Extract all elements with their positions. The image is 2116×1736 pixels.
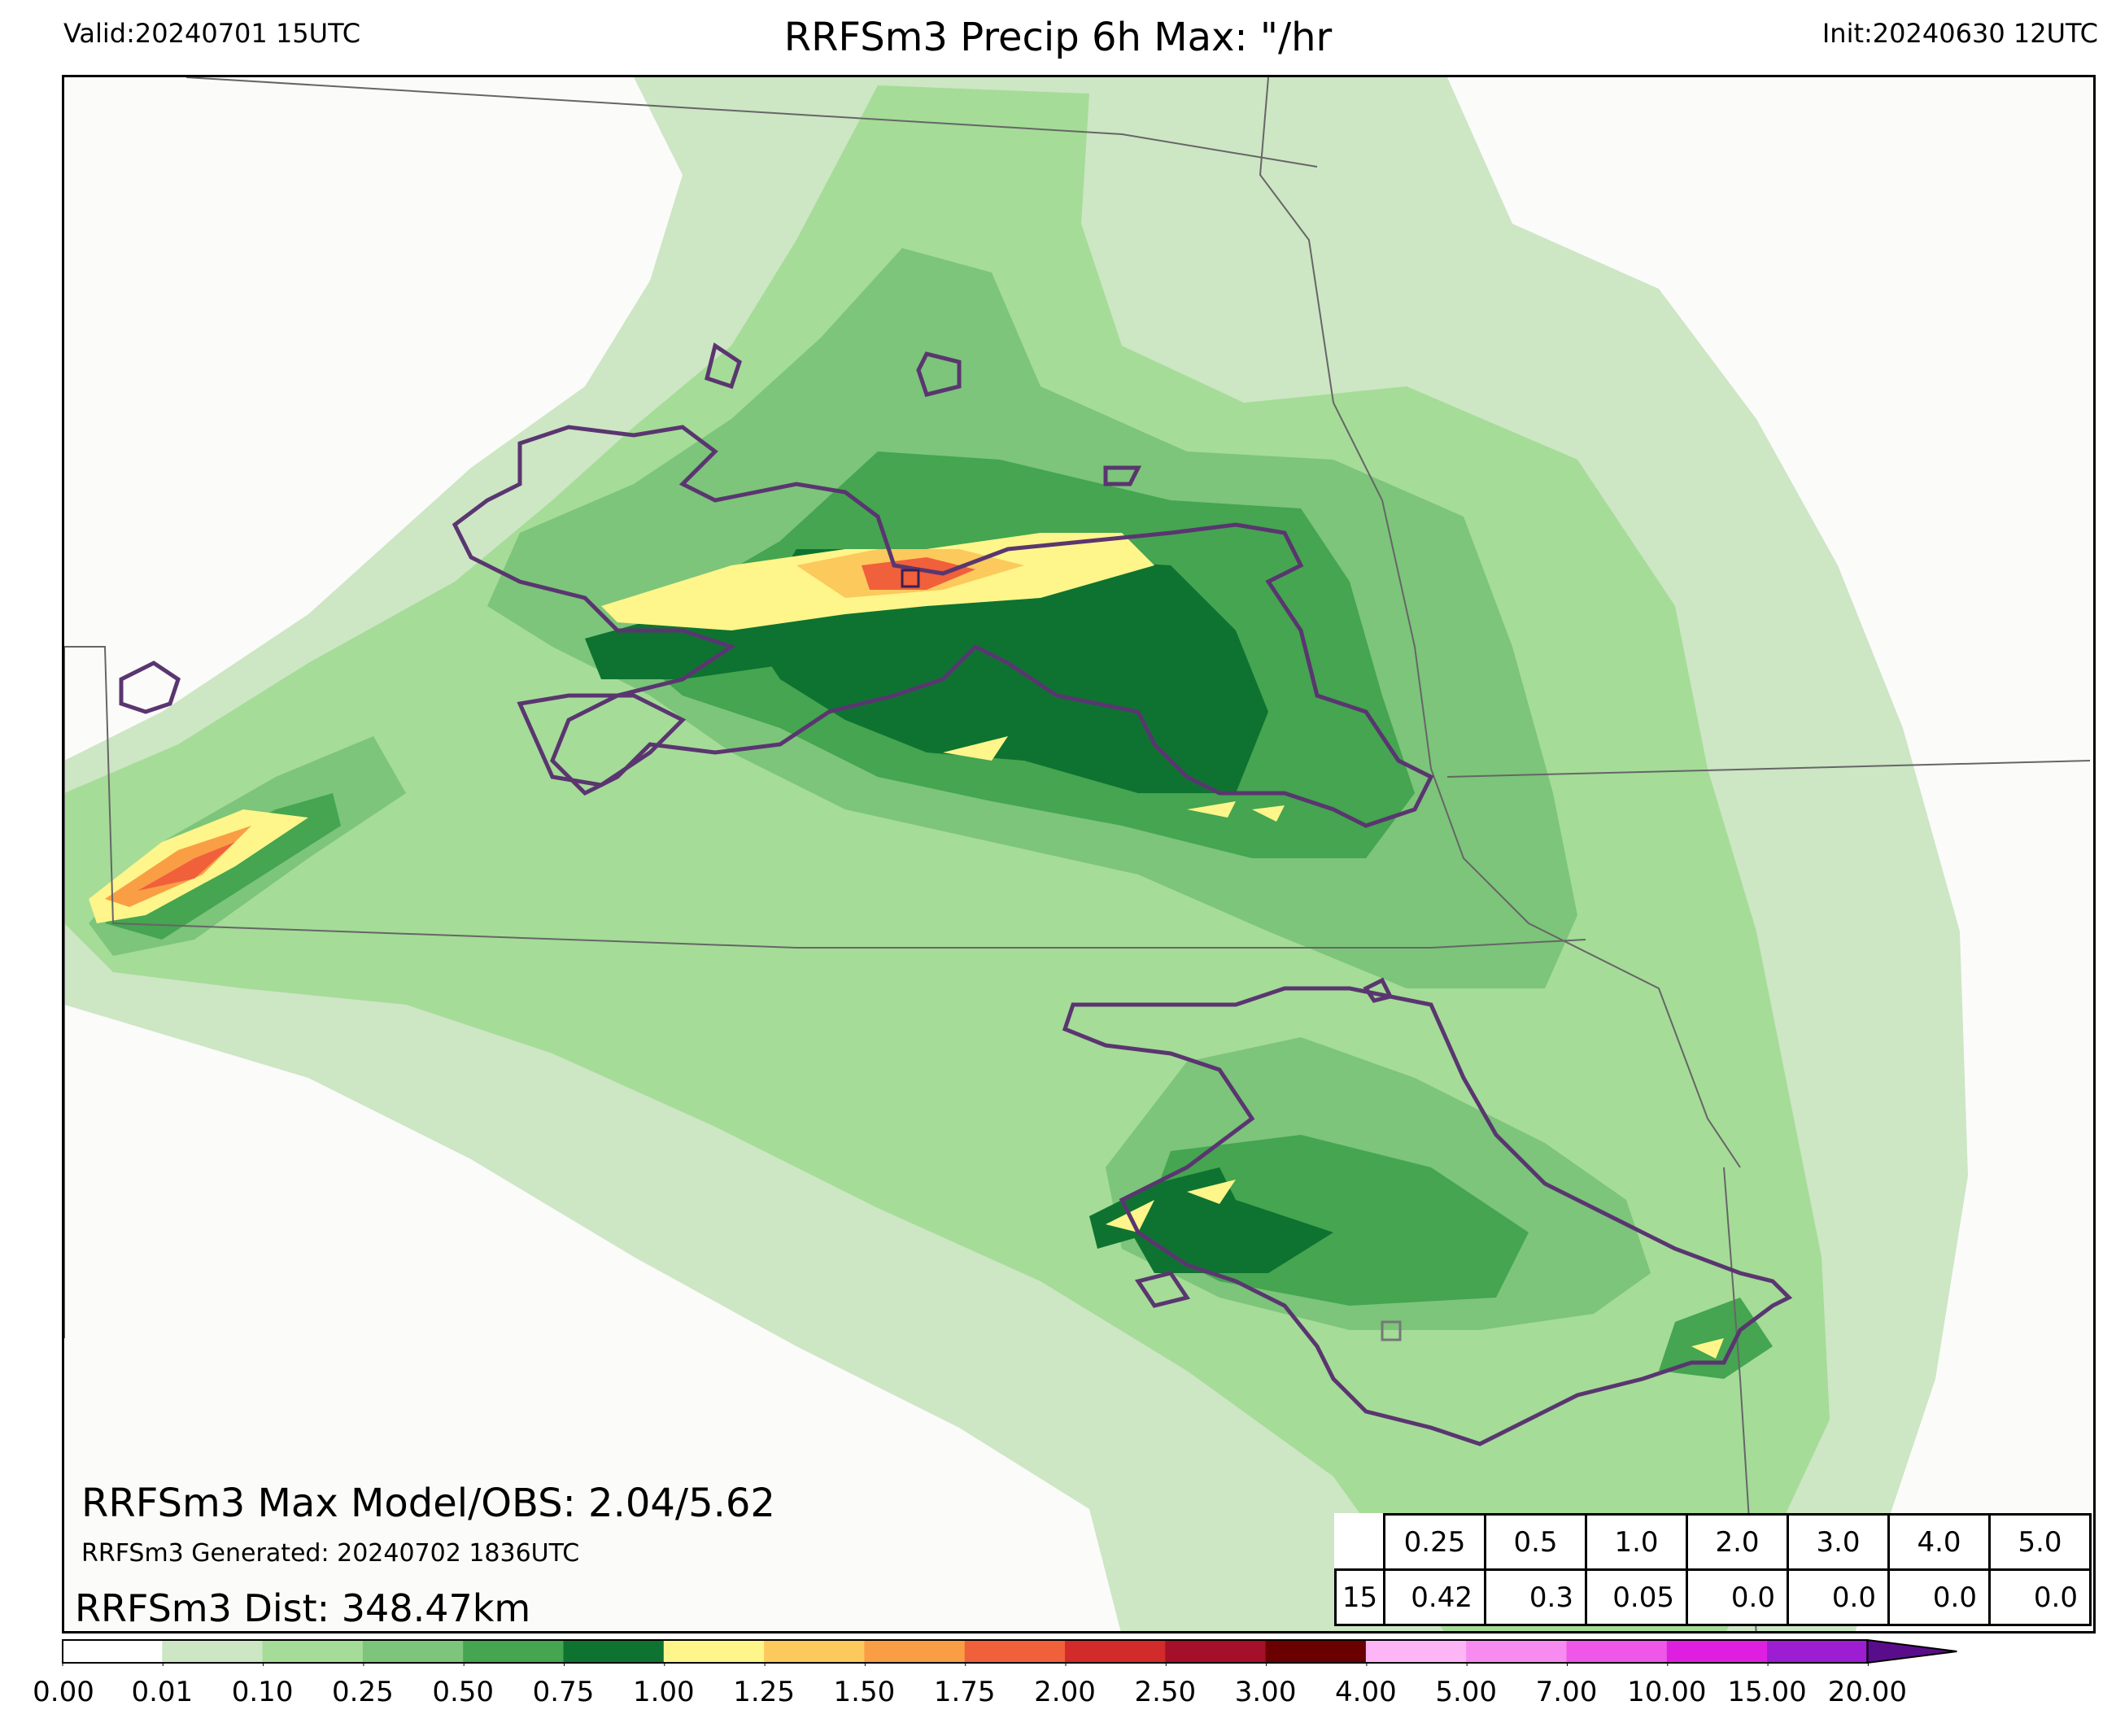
colorbar-segment	[563, 1640, 665, 1663]
distance-text: RRFSm3 Dist: 348.47km	[75, 1586, 531, 1630]
colorbar-segment	[262, 1640, 364, 1663]
colorbar-tick-label: 15.00	[1727, 1676, 1807, 1708]
colorbar-tick-label: 2.00	[1034, 1676, 1096, 1708]
colorbar-tick-label: 1.75	[933, 1676, 996, 1708]
precip-core-yellow-c3	[1252, 805, 1285, 822]
colorbar-tick-label: 1.00	[632, 1676, 695, 1708]
colorbar-segment	[1265, 1640, 1367, 1663]
colorbar-segment	[62, 1640, 163, 1663]
colorbar-tick-label: 5.00	[1435, 1676, 1498, 1708]
score-table-header-row: 0.25 0.5 1.0 2.0 3.0 4.0 5.0	[1336, 1513, 2092, 1571]
obs-contours	[119, 342, 1793, 1446]
colorbar	[62, 1638, 1957, 1666]
colorbar-tick-label: 1.25	[733, 1676, 795, 1708]
score-table: 0.25 0.5 1.0 2.0 3.0 4.0 5.0 15 0.42 0.3…	[1334, 1513, 2092, 1626]
obs-contour-sw	[517, 693, 687, 787]
colorbar-tick-label: 0.25	[332, 1676, 394, 1708]
colorbar-segment	[1466, 1640, 1567, 1663]
colorbar-tick-label: 7.00	[1535, 1676, 1598, 1708]
threshold-cell: 3.0	[1787, 1513, 1890, 1571]
init-time-label: Init:20240630 12UTC	[1822, 18, 2098, 49]
colorbar-extend-arrow	[1866, 1638, 1957, 1664]
colorbar-segment	[1165, 1640, 1267, 1663]
precip-map	[62, 75, 2096, 1633]
score-table-value-row: 15 0.42 0.3 0.05 0.0 0.0 0.0 0.0	[1334, 1568, 2092, 1626]
map-title: RRFSm3 Precip 6h Max: "/hr	[783, 15, 1333, 60]
row-label-cell: 15	[1334, 1568, 1385, 1626]
precip-area-mid-se	[1659, 1298, 1773, 1379]
border-east-mid	[1446, 760, 2091, 778]
threshold-cell: 0.5	[1484, 1513, 1587, 1571]
colorbar-segment	[162, 1640, 264, 1663]
score-table-corner	[1336, 1515, 1385, 1570]
obs-contour-s3	[1363, 977, 1394, 1003]
obs-contour-n3	[1103, 465, 1142, 486]
colorbar-tick-label: 3.00	[1234, 1676, 1297, 1708]
colorbar-tick-label: 0.10	[231, 1676, 294, 1708]
border-river-east	[1259, 77, 1741, 1168]
colorbar-tick-label: 20.00	[1827, 1676, 1908, 1708]
obs-contour-n2	[916, 351, 962, 397]
max-model-obs-text: RRFSm3 Max Model/OBS: 2.04/5.62	[81, 1481, 775, 1526]
generated-text: RRFSm3 Generated: 20240702 1836UTC	[81, 1539, 580, 1568]
colorbar-tick-label: 0.75	[532, 1676, 595, 1708]
threshold-cell: 2.0	[1686, 1513, 1789, 1571]
precip-core-yellow-c2	[1187, 801, 1236, 818]
threshold-cell: 1.0	[1585, 1513, 1688, 1571]
obs-contour-w	[119, 661, 181, 714]
border-mid	[64, 646, 1586, 949]
obs-station-marker	[1381, 1320, 1402, 1341]
colorbar-tick-label: 4.00	[1335, 1676, 1397, 1708]
obs-contour-nw	[705, 342, 742, 390]
colorbar-segment	[1666, 1640, 1768, 1663]
precip-field	[64, 77, 2091, 1631]
colorbar-tick-label: 0.50	[432, 1676, 495, 1708]
obs-contour-main	[452, 425, 1434, 828]
colorbar-tick-label: 2.50	[1134, 1676, 1197, 1708]
score-value-cell: 0.42	[1383, 1568, 1486, 1626]
colorbar-segment	[463, 1640, 564, 1663]
threshold-cell: 4.0	[1887, 1513, 1991, 1571]
score-value-cell: 0.3	[1484, 1568, 1587, 1626]
colorbar-segment	[864, 1640, 966, 1663]
precip-core-yellow-s2	[1187, 1180, 1236, 1204]
valid-time-label: Valid:20240701 15UTC	[63, 18, 361, 49]
precip-core-red-west	[137, 842, 235, 891]
colorbar-segment	[1767, 1640, 1868, 1663]
model-max-marker	[901, 569, 920, 588]
threshold-cell: 0.25	[1383, 1513, 1486, 1571]
state-borders	[64, 77, 2091, 1631]
colorbar-segment	[764, 1640, 865, 1663]
score-value-cell: 0.0	[1988, 1568, 2092, 1626]
colorbar-segment	[1365, 1640, 1467, 1663]
score-value-cell: 0.0	[1787, 1568, 1890, 1626]
colorbar-segment	[362, 1640, 464, 1663]
border-north	[185, 77, 1318, 168]
colorbar-segment	[1566, 1640, 1668, 1663]
obs-contour-south	[1062, 986, 1793, 1446]
obs-contour-s2	[1134, 1271, 1191, 1308]
colorbar-tick-label: 10.00	[1627, 1676, 1707, 1708]
score-value-cell: 0.0	[1887, 1568, 1991, 1626]
threshold-cell: 5.0	[1988, 1513, 2092, 1571]
precip-core-yellow-c1	[943, 736, 1008, 761]
colorbar-segment	[1065, 1640, 1166, 1663]
precip-core-orange-west	[105, 826, 251, 907]
colorbar-tick-label: 1.50	[833, 1676, 896, 1708]
colorbar-tick-label: 0.01	[131, 1676, 194, 1708]
precip-core-yellow-se	[1691, 1338, 1724, 1359]
score-value-cell: 0.05	[1585, 1568, 1688, 1626]
score-value-cell: 0.0	[1686, 1568, 1789, 1626]
colorbar-tick-label: 0.00	[33, 1676, 94, 1708]
colorbar-segment	[964, 1640, 1066, 1663]
colorbar-segment	[663, 1640, 765, 1663]
